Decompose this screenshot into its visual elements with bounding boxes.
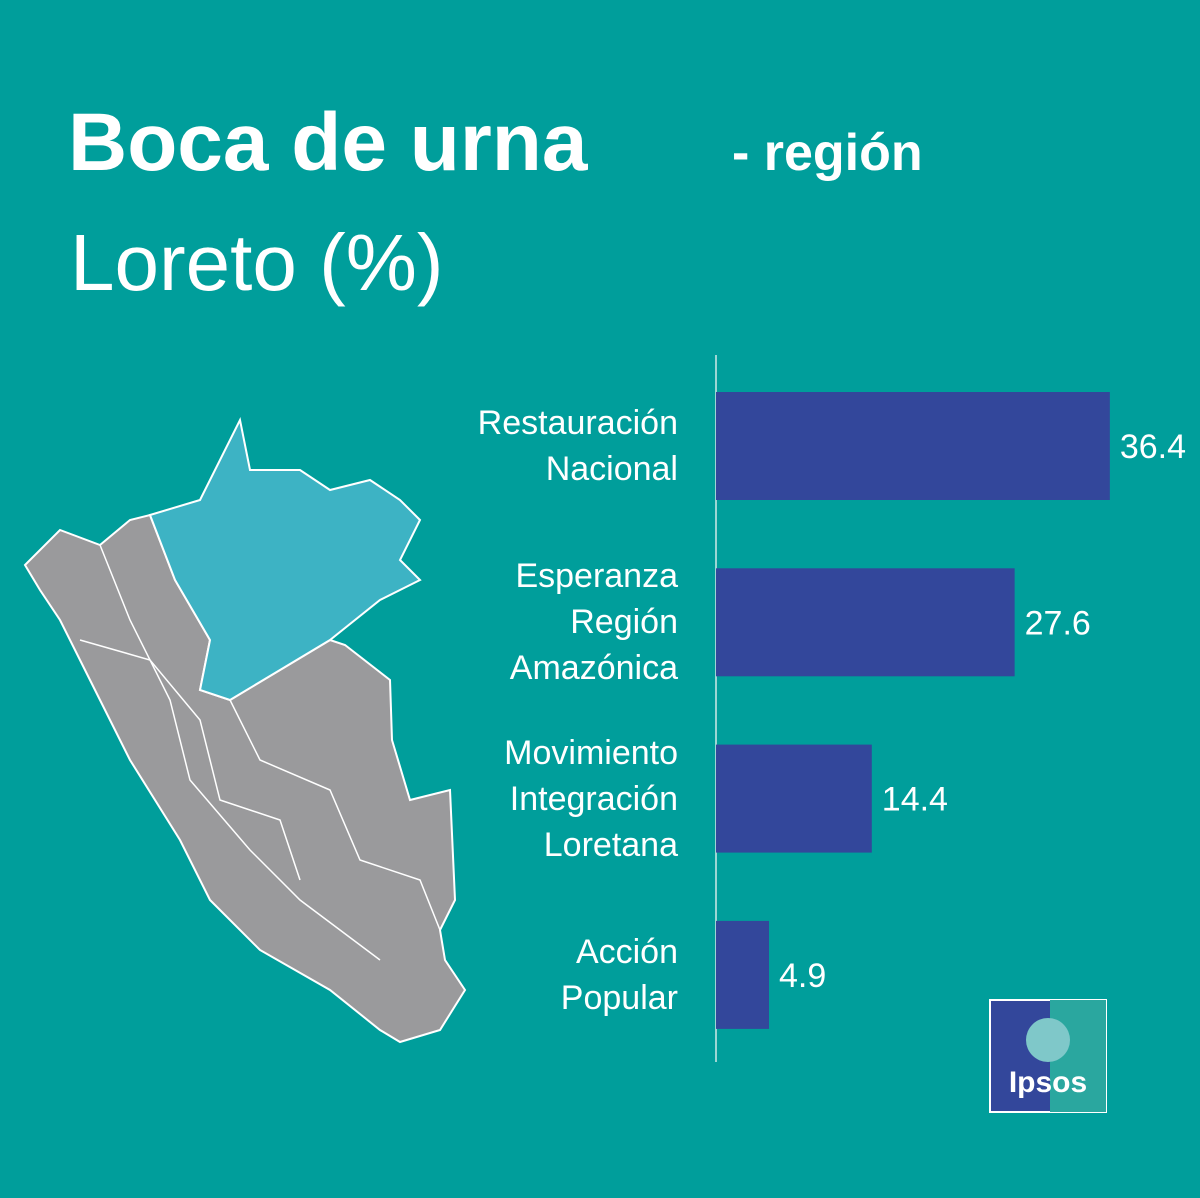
value-label: 14.4 <box>882 781 948 819</box>
category-label: Acción Popular <box>560 932 678 1017</box>
map-border <box>99 544 381 961</box>
value-label: 27.6 <box>1025 604 1091 642</box>
logo-text: Ipsos <box>1009 1066 1087 1099</box>
map <box>23 416 467 1044</box>
chart-subtitle: Loreto (%) <box>70 218 443 307</box>
bar <box>716 568 1015 677</box>
logo-icon <box>1026 1018 1070 1062</box>
bar <box>716 920 770 1029</box>
value-label: 4.9 <box>779 957 826 995</box>
category-label: Movimiento Integración Loretana <box>504 733 678 864</box>
category-label: Restauración Nacional <box>477 404 678 488</box>
chart-title-suffix: - región <box>732 124 923 182</box>
map-border <box>229 699 441 931</box>
map-border <box>79 639 301 881</box>
bar <box>716 744 872 853</box>
value-label: 36.4 <box>1120 428 1186 466</box>
logo: Ipsos <box>989 999 1107 1113</box>
chart-title: Boca de urna <box>68 97 589 188</box>
loreto-region <box>148 416 422 702</box>
bar <box>716 392 1110 500</box>
category-label: Esperanza Región Amazónica <box>509 557 678 688</box>
